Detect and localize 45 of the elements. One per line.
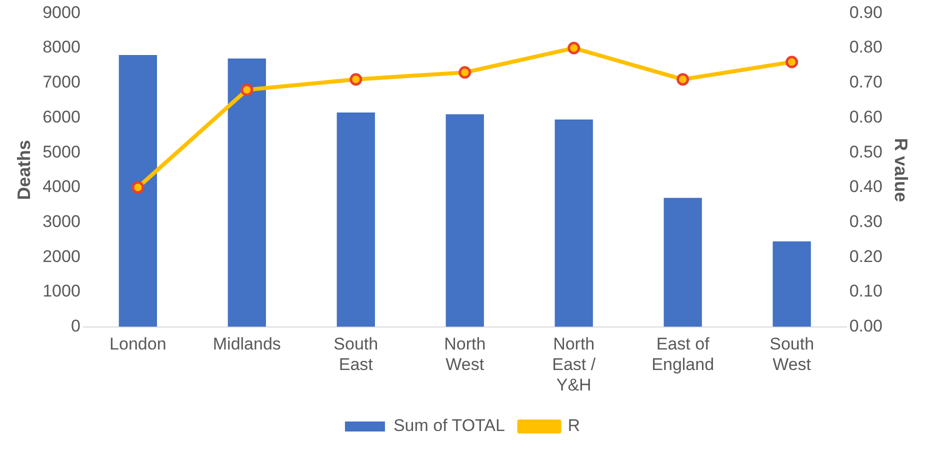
y2-tick-label: 0.10 bbox=[849, 282, 882, 301]
y2-tick-label: 0.90 bbox=[849, 2, 882, 22]
x-tick-label: South West bbox=[770, 334, 814, 374]
bar bbox=[554, 119, 593, 327]
y2-tick-label: 0.70 bbox=[849, 72, 882, 92]
y-tick-label: 4000 bbox=[42, 177, 80, 196]
bar bbox=[446, 114, 484, 327]
x-tick-label: North West bbox=[444, 334, 486, 374]
y2-tick-label: 0.20 bbox=[849, 246, 882, 266]
y-tick-label: 7000 bbox=[42, 72, 80, 92]
bar bbox=[336, 112, 375, 327]
point bbox=[458, 66, 472, 79]
point bbox=[132, 181, 144, 194]
point bbox=[786, 56, 798, 68]
point bbox=[568, 42, 580, 54]
x-tick-label: Midlands bbox=[212, 334, 281, 354]
y2-tick-label: 0.60 bbox=[849, 107, 882, 126]
bar bbox=[772, 241, 811, 327]
point bbox=[240, 84, 254, 96]
y2-tick-label: 0.30 bbox=[849, 212, 882, 231]
y2-axis-title: R value bbox=[891, 138, 912, 202]
y-tick-label: 6000 bbox=[42, 107, 80, 126]
legend-label: Sum of TOTAL bbox=[393, 416, 505, 436]
y-tick-label: 9000 bbox=[42, 2, 80, 22]
y-tick-label: 3000 bbox=[42, 212, 80, 231]
bar bbox=[664, 198, 702, 327]
y2-tick-label: 0.50 bbox=[849, 142, 882, 162]
y-tick-label: 0 bbox=[70, 316, 80, 336]
y-tick-label: 1000 bbox=[42, 282, 80, 301]
x-tick-label: South East bbox=[334, 334, 378, 374]
y-tick-label: 2000 bbox=[42, 246, 80, 266]
x-tick-label: North East / Y&H bbox=[552, 334, 596, 394]
y2-tick-label: 0.40 bbox=[849, 177, 882, 196]
x-tick-label: East of England bbox=[652, 334, 714, 374]
point bbox=[676, 73, 690, 86]
y2-tick-label: 0.80 bbox=[849, 38, 882, 57]
y-tick-label: 5000 bbox=[42, 142, 80, 162]
y-tick-label: 8000 bbox=[42, 38, 80, 57]
x-tick-label: London bbox=[110, 334, 166, 354]
legend-label: R bbox=[568, 416, 580, 436]
bar bbox=[228, 58, 266, 327]
bar bbox=[118, 55, 157, 327]
point bbox=[350, 73, 362, 86]
y2-tick-label: 0.00 bbox=[849, 316, 882, 336]
y-axis-title: Deaths bbox=[14, 140, 34, 200]
